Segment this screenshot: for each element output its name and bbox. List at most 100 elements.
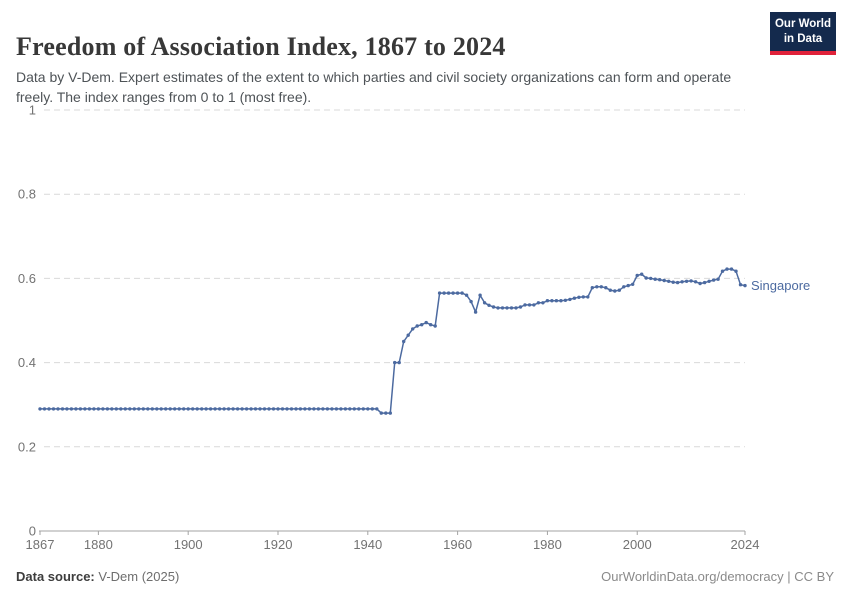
attribution-link[interactable]: OurWorldinData.org/democracy | CC BY [601,569,834,584]
data-point [743,283,747,288]
data-point [222,407,226,411]
data-point [101,407,105,411]
data-point [455,291,460,295]
data-point [258,407,262,411]
data-source-value: V-Dem (2025) [94,569,180,584]
data-point [146,407,150,411]
x-tick-label: 1940 [353,537,382,552]
data-point [496,306,500,310]
data-point [186,407,190,411]
data-point [541,301,545,305]
data-point [298,407,303,411]
data-point [141,407,145,411]
data-point [568,297,572,302]
y-tick-label: 0 [29,524,36,539]
data-point [464,293,469,297]
data-point [325,407,330,411]
data-point [572,296,577,300]
data-point [366,407,370,411]
data-point [65,407,69,411]
data-point [312,407,316,411]
data-point [429,323,433,327]
data-point [397,360,401,365]
data-point [608,288,612,292]
series-path [40,268,746,414]
data-point [334,407,339,411]
data-point [204,407,208,411]
y-tick-label: 0.2 [18,439,36,454]
data-point [586,295,590,299]
data-point [595,285,599,289]
data-point [105,407,110,411]
data-point [307,407,312,411]
data-point [451,291,455,295]
data-point [321,407,325,411]
data-point [128,407,132,411]
data-point [631,282,635,286]
data-point [83,407,87,411]
data-point [644,276,648,280]
data-point [698,281,702,286]
data-point [159,407,163,411]
data-point [343,407,348,411]
data-point [505,306,509,310]
x-tick-label: 2000 [623,537,652,552]
data-point [195,407,199,411]
series-end-label[interactable]: Singapore [751,278,810,293]
data-point [707,279,711,283]
data-point [92,407,96,411]
x-tick-label: 1880 [84,537,113,552]
data-point [653,277,657,281]
data-point [110,407,114,411]
data-point [626,283,630,288]
data-point [671,280,675,284]
data-point [675,280,680,285]
data-source-label: Data source: [16,569,95,584]
data-point [734,269,738,273]
data-point [446,291,451,295]
data-point [738,283,743,287]
data-point [437,291,442,295]
data-point [599,285,603,289]
data-point [711,278,716,282]
chart-title: Freedom of Association Index, 1867 to 20… [16,32,506,62]
data-point [137,407,141,411]
data-point [635,273,639,278]
data-point [406,333,410,337]
y-tick-label: 0.8 [18,187,36,202]
data-point [168,407,172,411]
data-point [240,407,244,411]
owid-logo[interactable]: Our World in Data [770,12,836,55]
data-point [114,407,119,411]
data-point [244,407,249,411]
data-point [316,407,321,411]
data-point [352,407,356,411]
data-point [119,407,123,411]
data-point [253,407,258,411]
data-point [226,407,231,411]
x-tick-label: 1920 [264,537,293,552]
chart-subtitle: Data by V-Dem. Expert estimates of the e… [16,69,732,106]
data-point [433,324,437,328]
data-point [393,360,397,365]
data-point [271,407,276,411]
data-point [42,407,47,411]
series-line-singapore[interactable]: Singapore [38,267,810,415]
data-point [527,303,532,307]
data-point [379,411,383,415]
data-point [658,278,662,282]
data-point [177,407,181,411]
data-point [217,407,222,411]
data-point [289,407,294,411]
data-point [613,289,617,293]
data-point [460,291,464,295]
data-point [640,272,644,276]
data-point [361,407,365,411]
data-point [667,279,671,283]
data-point [267,407,271,411]
owid-logo-line2: in Data [783,32,823,45]
data-point [487,303,491,307]
data-point [262,407,267,411]
data-point [303,407,307,411]
